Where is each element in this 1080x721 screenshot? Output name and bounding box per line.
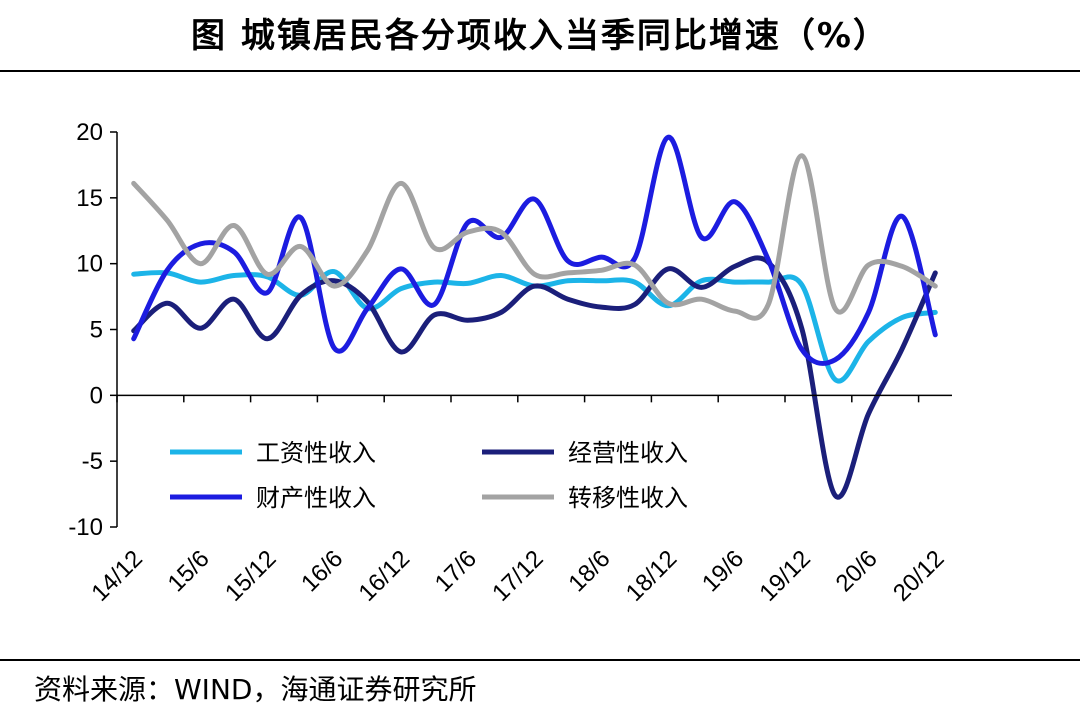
y-tick-label: 0: [90, 382, 103, 409]
chart-title: 图 城镇居民各分项收入当季同比增速（%）: [191, 16, 889, 56]
x-tick-label: 19/12: [754, 545, 816, 607]
x-tick-label: 14/12: [86, 545, 148, 607]
series-lines: [131, 134, 938, 500]
footer-divider: [0, 659, 1080, 661]
business-income-line: [131, 255, 938, 500]
legend-label: 转移性收入: [568, 484, 688, 512]
legend-label: 工资性收入: [256, 439, 376, 467]
x-tick-label: 16/12: [354, 545, 416, 607]
x-tick-label: 17/6: [430, 545, 482, 597]
y-tick-label: -5: [82, 448, 103, 475]
x-tick-label: 16/6: [296, 545, 348, 597]
x-tick-label: 20/12: [888, 545, 950, 607]
x-tick-label: 15/6: [163, 545, 215, 597]
source-note: 资料来源：WIND，海通证券研究所: [34, 673, 477, 706]
x-tick-label: 18/12: [621, 545, 683, 607]
legend-label: 经营性收入: [568, 439, 688, 467]
x-tick-label: 18/6: [563, 545, 615, 597]
y-tick-label: 20: [76, 119, 103, 146]
y-tick-label: 15: [76, 185, 103, 212]
x-tick-label: 20/6: [831, 545, 883, 597]
legend-label: 财产性收入: [256, 484, 376, 512]
x-tick-label: 15/12: [220, 545, 282, 607]
x-tick-label: 17/12: [487, 545, 549, 607]
y-tick-label: -10: [68, 514, 103, 541]
transfer-income-line: [131, 153, 938, 321]
line-chart: 20 15 10 5 0 -5 -10 14/12 15/6 15/12 16/6 16/12 17/6…: [68, 119, 952, 607]
property-income-line: [131, 134, 938, 367]
x-tick-label: 19/6: [697, 545, 749, 597]
title-divider: [0, 70, 1080, 72]
y-tick-label: 5: [90, 317, 103, 344]
y-tick-label: 10: [76, 251, 103, 278]
